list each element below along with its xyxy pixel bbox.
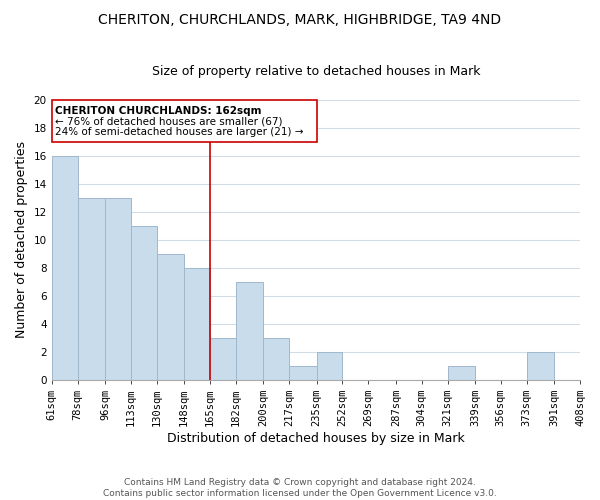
Bar (105, 198, 131, 380)
Bar (131, 226, 157, 380)
Bar (157, 254, 184, 380)
X-axis label: Distribution of detached houses by size in Mark: Distribution of detached houses by size … (167, 432, 465, 445)
Bar (448, 366, 475, 380)
Bar (317, 352, 343, 380)
Bar (52, 156, 77, 380)
Text: Contains HM Land Registry data © Crown copyright and database right 2024.
Contai: Contains HM Land Registry data © Crown c… (103, 478, 497, 498)
Y-axis label: Number of detached properties: Number of detached properties (15, 142, 28, 338)
Text: ← 76% of detached houses are smaller (67): ← 76% of detached houses are smaller (67… (55, 116, 282, 126)
Bar (210, 338, 236, 380)
Title: Size of property relative to detached houses in Mark: Size of property relative to detached ho… (152, 65, 480, 78)
Bar (289, 366, 317, 380)
Bar (263, 338, 289, 380)
Bar (184, 268, 210, 380)
Bar (52, 100, 317, 142)
Bar (77, 198, 105, 380)
Text: CHERITON CHURCHLANDS: 162sqm: CHERITON CHURCHLANDS: 162sqm (55, 106, 261, 117)
Text: CHERITON, CHURCHLANDS, MARK, HIGHBRIDGE, TA9 4ND: CHERITON, CHURCHLANDS, MARK, HIGHBRIDGE,… (98, 12, 502, 26)
Bar (236, 282, 263, 380)
Text: 24% of semi-detached houses are larger (21) →: 24% of semi-detached houses are larger (… (55, 126, 303, 136)
Bar (527, 352, 554, 380)
